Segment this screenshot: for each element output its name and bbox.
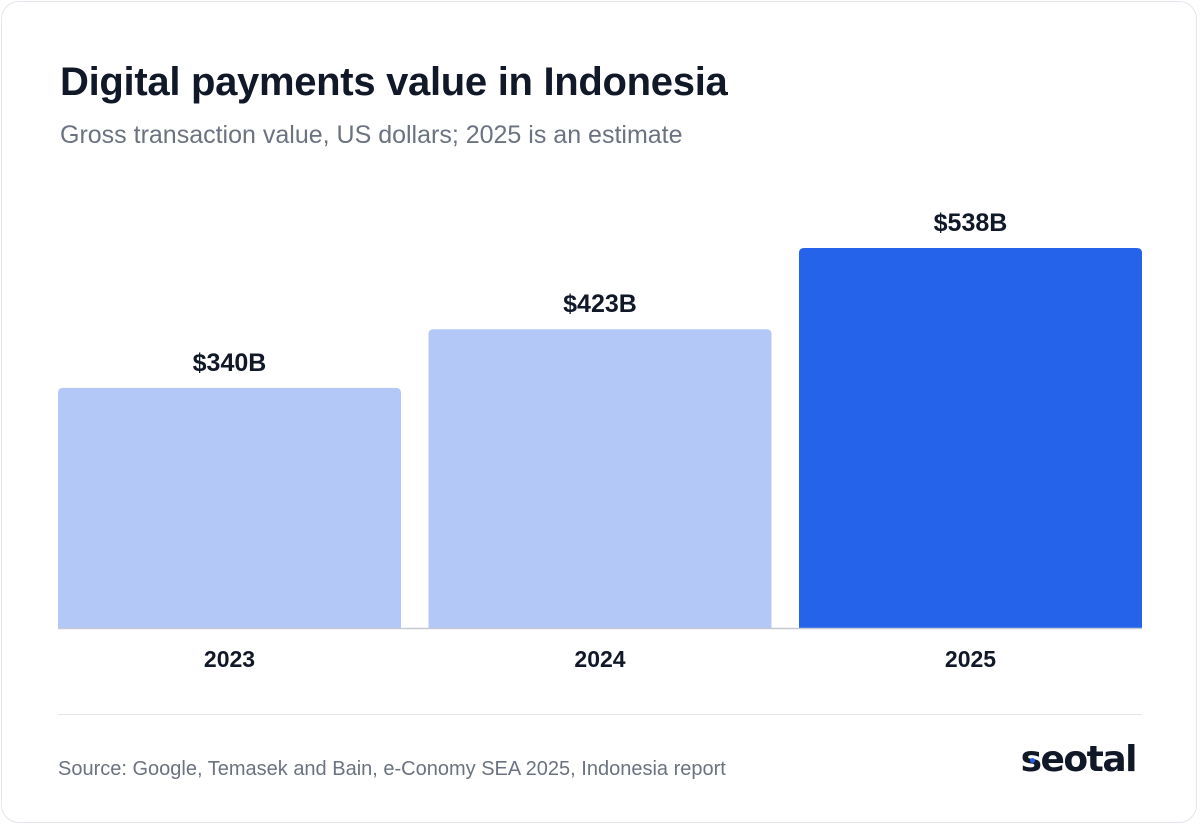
bar-2025 [799,248,1142,628]
x-tick-label-2025: 2025 [945,646,996,672]
data-label-2025: $538B [934,209,1008,237]
data-label-2023: $340B [193,349,267,377]
footer-divider [58,714,1142,715]
logo-accent-dot [1029,758,1035,763]
x-tick-label-2023: 2023 [204,646,255,672]
x-tick-label-2024: 2024 [574,646,625,672]
data-label-2024: $423B [563,290,637,318]
chart-subtitle: Gross transaction value, US dollars; 202… [60,121,683,149]
bar-2024 [428,329,772,628]
logo-wordmark: seotal [1020,739,1138,780]
seotal-logo: seotal [1020,738,1138,782]
source-note: Source: Google, Temasek and Bain, e-Cono… [58,758,726,780]
chart-title: Digital payments value in Indonesia [60,60,728,104]
bar-2023 [58,387,401,628]
bar-chart: $340B 2023 $423B 2024 $538B 2025 [58,209,1142,672]
